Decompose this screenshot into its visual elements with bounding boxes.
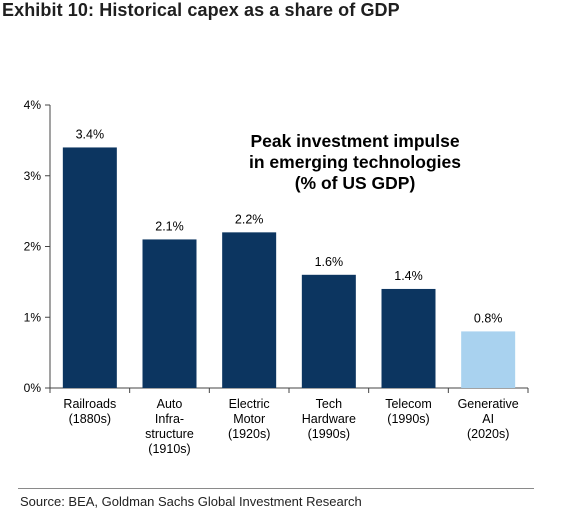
- y-tick-label: 1%: [24, 310, 42, 324]
- bar: [381, 288, 436, 388]
- bar: [62, 147, 117, 388]
- source-note: Source: BEA, Goldman Sachs Global Invest…: [20, 494, 362, 509]
- chart-bars: [62, 147, 516, 388]
- y-tick-label: 2%: [24, 240, 42, 254]
- chart-axes: 0% 1% 2% 3% 4%: [24, 98, 529, 395]
- chart-annotation: Peak investment impulse in emerging techn…: [249, 131, 461, 193]
- annotation-line: Peak investment impulse: [250, 131, 459, 151]
- category-label: Railroads (1880s): [63, 397, 116, 426]
- bar-value-label: 1.4%: [394, 269, 423, 283]
- annotation-line: in emerging technologies: [249, 152, 461, 172]
- footer-divider: [18, 488, 534, 489]
- bar-value-label: 1.6%: [315, 255, 344, 269]
- category-label-line: Telecom: [385, 397, 432, 411]
- bar-value-label: 0.8%: [474, 311, 503, 325]
- category-label-line: Hardware: [302, 412, 356, 426]
- bar: [142, 239, 197, 388]
- bar-value-label: 2.2%: [235, 212, 264, 226]
- category-label-line: structure: [145, 427, 194, 441]
- category-label-line: Auto: [157, 397, 183, 411]
- category-label: Electric Motor (1920s): [228, 397, 270, 441]
- category-label-line: (1990s): [308, 427, 350, 441]
- category-label-line: Generative: [458, 397, 519, 411]
- category-label-line: (1990s): [387, 412, 429, 426]
- category-label: Auto Infra-structure (1910s): [145, 397, 194, 456]
- category-label-line: (2020s): [467, 427, 509, 441]
- y-tick-label: 0%: [24, 381, 42, 395]
- category-label-line: (1880s): [69, 412, 111, 426]
- bar-value-label: 2.1%: [155, 219, 184, 233]
- bar: [461, 331, 516, 388]
- annotation-line: (% of US GDP): [295, 173, 416, 193]
- category-label-line: (1910s): [148, 442, 190, 456]
- category-label-line: Motor: [233, 412, 265, 426]
- category-label-line: Railroads: [63, 397, 116, 411]
- y-tick-label: 4%: [24, 98, 42, 112]
- category-label: Tech Hardware (1990s): [302, 397, 356, 441]
- category-label-line: Infra-: [155, 412, 184, 426]
- category-label-line: AI: [482, 412, 494, 426]
- bar-value-label: 3.4%: [76, 127, 105, 141]
- category-label-line: (1920s): [228, 427, 270, 441]
- y-tick-label: 3%: [24, 169, 42, 183]
- chart-labels: 3.4% Railroads (1880s) 2.1% Auto Infra-struct…: [63, 127, 518, 456]
- category-label: Generative AI (2020s): [458, 397, 519, 441]
- bar: [301, 274, 356, 388]
- category-label-line: Electric: [229, 397, 270, 411]
- exhibit-title: Exhibit 10: Historical capex as a share …: [2, 0, 400, 20]
- category-label-line: Tech: [316, 397, 342, 411]
- category-label: Telecom (1990s): [385, 397, 432, 426]
- bar: [222, 232, 277, 388]
